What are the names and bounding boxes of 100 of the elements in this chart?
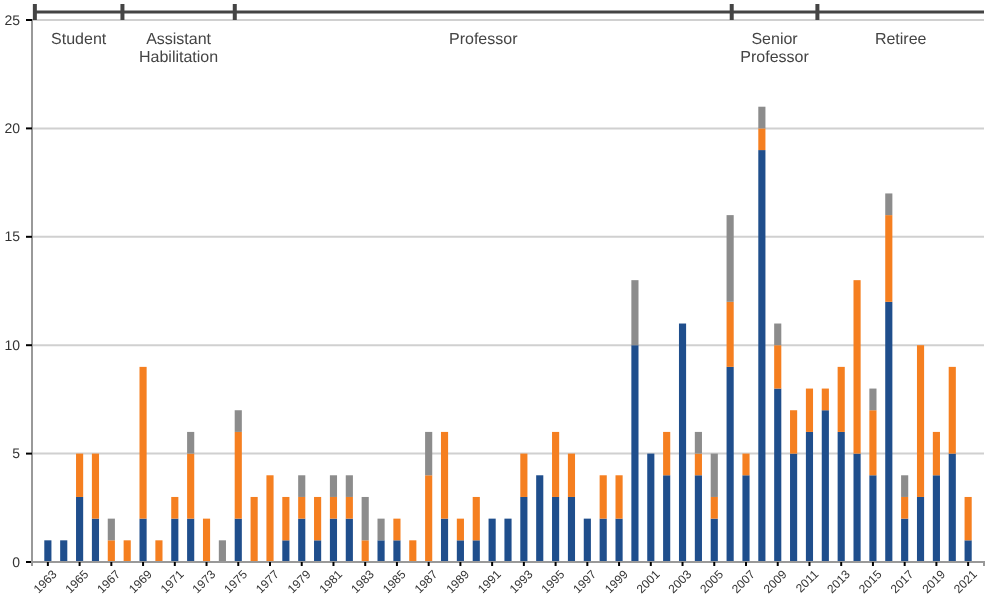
bar [567, 453, 576, 497]
bar [567, 496, 576, 562]
bar [948, 366, 956, 454]
bar [472, 540, 480, 562]
bar [821, 410, 829, 562]
bar [456, 540, 464, 562]
bar [298, 518, 306, 562]
bar [694, 475, 702, 562]
bar [599, 475, 607, 519]
bar [932, 431, 940, 476]
bar [853, 453, 861, 562]
bar [599, 518, 607, 562]
bar [837, 431, 845, 562]
bar [631, 280, 639, 346]
bar [869, 410, 877, 476]
bar [440, 518, 449, 562]
bar [345, 475, 353, 497]
bar [726, 366, 734, 562]
bar [885, 193, 893, 216]
bar [282, 496, 290, 541]
bar [948, 453, 956, 562]
bar [329, 475, 338, 497]
bar [171, 518, 179, 562]
bar [774, 345, 782, 389]
bar [298, 475, 306, 497]
bar [869, 475, 877, 562]
bar [60, 540, 68, 562]
bar [361, 540, 369, 562]
bar [821, 388, 829, 411]
bar [520, 453, 528, 497]
bar [837, 366, 845, 432]
bar [885, 301, 893, 562]
bar [171, 496, 179, 519]
bar [377, 518, 385, 541]
bar [694, 431, 702, 454]
bar [202, 518, 211, 562]
bar [805, 431, 814, 562]
bar [663, 431, 671, 476]
bar [409, 540, 417, 562]
bar [964, 496, 972, 541]
bar [298, 496, 306, 519]
bar [472, 496, 480, 541]
bar [916, 345, 925, 497]
bar [631, 345, 639, 562]
bar [393, 518, 401, 541]
annotation: Retiree [874, 30, 928, 48]
bar [234, 431, 242, 519]
bar [218, 540, 226, 562]
bar [139, 518, 147, 562]
bar [282, 540, 290, 562]
bar [869, 388, 877, 411]
bar [726, 301, 734, 367]
bar [885, 215, 893, 302]
bar [425, 475, 433, 562]
bar [742, 453, 750, 476]
bar [187, 518, 195, 562]
bar [774, 388, 782, 562]
bar [44, 540, 52, 562]
annotation: Senior Professor [740, 30, 810, 66]
bar [361, 496, 369, 541]
bar [314, 496, 322, 541]
bar [187, 431, 195, 454]
bar [552, 431, 560, 497]
bar [107, 540, 115, 562]
bar [758, 106, 766, 129]
bar [425, 431, 433, 476]
bar [440, 431, 449, 519]
annotation: Professor [449, 30, 519, 48]
bar [536, 475, 544, 562]
bar [758, 150, 766, 562]
bar [91, 518, 100, 562]
bar [615, 475, 623, 519]
bar [520, 496, 528, 562]
bar [647, 453, 655, 562]
bar [694, 453, 702, 476]
bar [329, 518, 338, 562]
bar [488, 518, 496, 562]
bar [916, 496, 925, 562]
bar [615, 518, 623, 562]
bar [901, 496, 909, 519]
bar [663, 475, 671, 562]
bar [678, 323, 687, 562]
bar [139, 366, 147, 519]
bar [790, 453, 798, 562]
annotation: Assistant Habilitation [139, 30, 219, 66]
bar [234, 410, 242, 432]
bar [710, 453, 718, 497]
bar [552, 496, 560, 562]
bar [758, 128, 766, 151]
bar [853, 280, 861, 454]
bar [345, 518, 353, 562]
bar [710, 518, 718, 562]
bar [932, 475, 940, 562]
bar [187, 453, 195, 519]
bar [790, 410, 798, 454]
bar [583, 518, 591, 562]
bar [901, 475, 909, 497]
bar [345, 496, 353, 519]
bar [76, 496, 84, 562]
bar [266, 475, 274, 562]
